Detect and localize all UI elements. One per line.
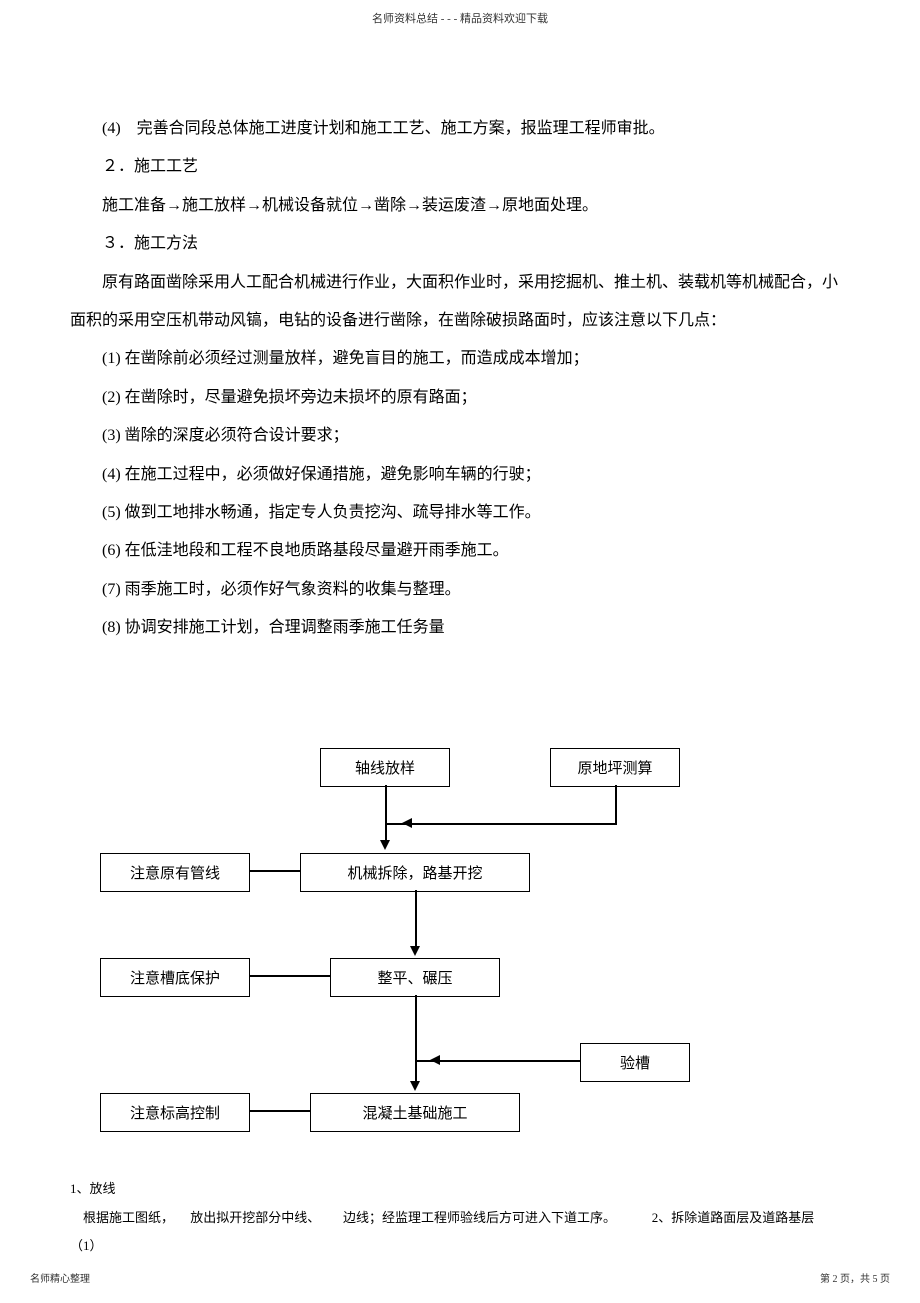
paragraph: (4) 完善合同段总体施工进度计划和施工工艺、施工方案，报监理工程师审批。 xyxy=(70,110,850,148)
main-content: (4) 完善合同段总体施工进度计划和施工工艺、施工方案，报监理工程师审批。 ２．… xyxy=(70,110,850,647)
paragraph: (1) 在凿除前必须经过测量放样，避免盲目的施工，而造成成本增加； xyxy=(70,340,850,378)
text-span: 边线；经监理工程师验线后方可进入下道工序。 xyxy=(343,1210,616,1225)
flowchart: 轴线放样 原地坪测算 注意原有管线 机械拆除，路基开挖 注意槽底保护 整平、碾压… xyxy=(100,748,800,1168)
paragraph: ３．施工方法 xyxy=(70,225,850,263)
page-header: 名师资料总结 - - - 精品资料欢迎下载 xyxy=(0,10,920,26)
text-line: 1、放线 xyxy=(70,1175,850,1204)
flowchart-box: 整平、碾压 xyxy=(330,958,500,997)
paragraph: ２．施工工艺 xyxy=(70,148,850,186)
flowchart-box: 注意槽底保护 xyxy=(100,958,250,997)
text-span: 根据施工图纸， xyxy=(83,1210,174,1225)
paragraph: 施工准备→施工放样→机械设备就位→凿除→装运废渣→原地面处理。 xyxy=(70,187,850,225)
flowchart-line xyxy=(615,785,617,825)
text-span: 放出拟开挖部分中线、 xyxy=(190,1210,320,1225)
footer-right: 第 2 页，共 5 页 xyxy=(820,1270,890,1285)
arrow-left-icon xyxy=(402,818,412,828)
arrow-left-icon xyxy=(430,1055,440,1065)
flowchart-line xyxy=(415,995,417,1081)
flowchart-box: 混凝土基础施工 xyxy=(310,1093,520,1132)
arrow-down-icon xyxy=(380,840,390,850)
footer-left: 名师精心整理 xyxy=(30,1270,90,1285)
paragraph: (4) 在施工过程中，必须做好保通措施，避免影响车辆的行驶； xyxy=(70,456,850,494)
flowchart-line xyxy=(250,1110,310,1112)
text-span: （1） xyxy=(70,1238,103,1253)
flowchart-box: 注意原有管线 xyxy=(100,853,250,892)
flowchart-box: 注意标高控制 xyxy=(100,1093,250,1132)
flowchart-box: 原地坪测算 xyxy=(550,748,680,787)
arrow-down-icon xyxy=(410,1081,420,1091)
paragraph: (7) 雨季施工时，必须作好气象资料的收集与整理。 xyxy=(70,571,850,609)
flowchart-line xyxy=(385,785,387,840)
paragraph: (2) 在凿除时，尽量避免损坏旁边未损坏的原有路面； xyxy=(70,379,850,417)
flowchart-line xyxy=(415,890,417,946)
flowchart-line xyxy=(250,975,330,977)
paragraph: (8) 协调安排施工计划，合理调整雨季施工任务量 xyxy=(70,609,850,647)
flowchart-box: 验槽 xyxy=(580,1043,690,1082)
paragraph: (6) 在低洼地段和工程不良地质路基段尽量避开雨季施工。 xyxy=(70,532,850,570)
text-span: 2、拆除道路面层及道路基层 xyxy=(652,1210,815,1225)
text-line: 根据施工图纸， 放出拟开挖部分中线、 边线；经监理工程师验线后方可进入下道工序。… xyxy=(70,1204,850,1261)
flowchart-box: 轴线放样 xyxy=(320,748,450,787)
flowchart-line xyxy=(416,1060,580,1062)
flowchart-box: 机械拆除，路基开挖 xyxy=(300,853,530,892)
bottom-section: 1、放线 根据施工图纸， 放出拟开挖部分中线、 边线；经监理工程师验线后方可进入… xyxy=(70,1175,850,1261)
paragraph: 原有路面凿除采用人工配合机械进行作业，大面积作业时，采用挖掘机、推土机、装载机等… xyxy=(70,264,850,341)
paragraph: (3) 凿除的深度必须符合设计要求； xyxy=(70,417,850,455)
flowchart-line xyxy=(250,870,300,872)
flowchart-line xyxy=(387,823,617,825)
arrow-down-icon xyxy=(410,946,420,956)
paragraph: (5) 做到工地排水畅通，指定专人负责挖沟、疏导排水等工作。 xyxy=(70,494,850,532)
